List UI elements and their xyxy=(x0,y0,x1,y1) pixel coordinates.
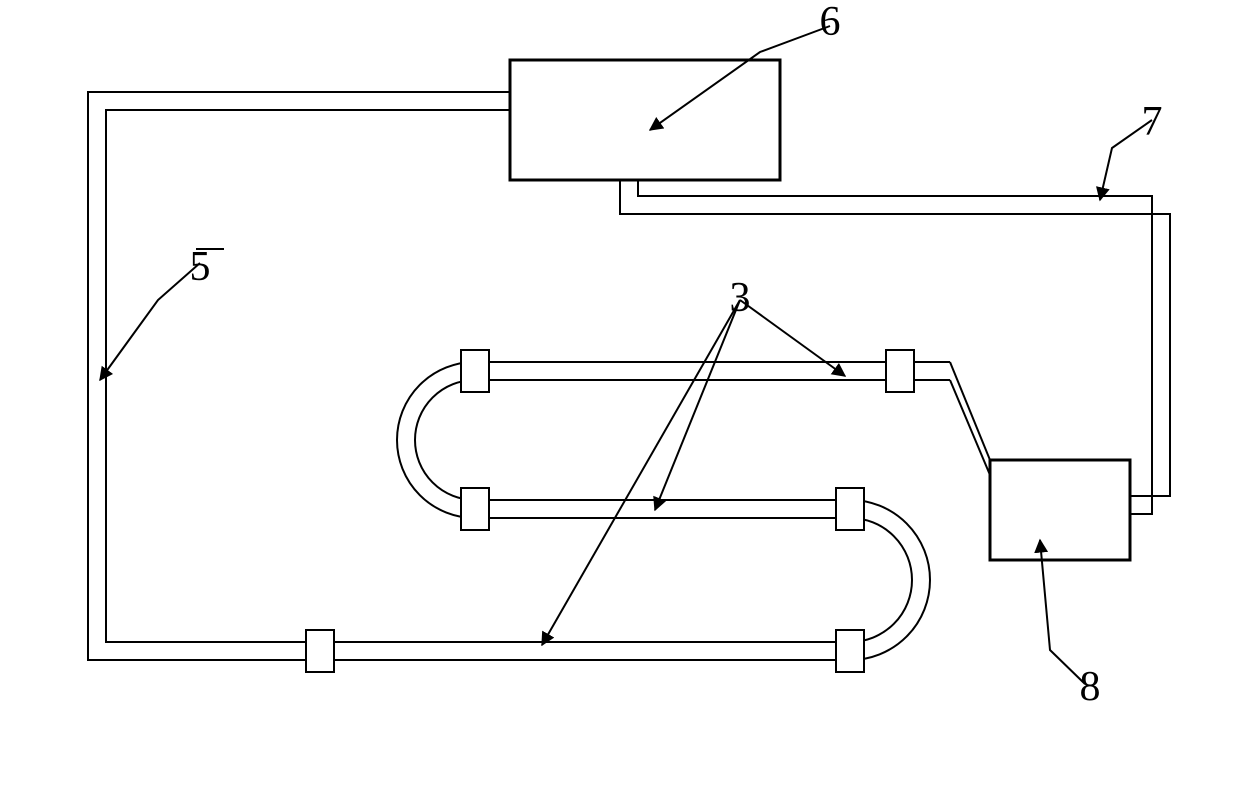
connector-2 xyxy=(461,488,489,530)
connector-0 xyxy=(306,630,334,672)
label-5: 5 xyxy=(190,244,211,290)
connector-1 xyxy=(836,630,864,672)
connector-4 xyxy=(461,350,489,392)
canvas-background xyxy=(0,0,1240,812)
connector-5 xyxy=(886,350,914,392)
label-6: 6 xyxy=(820,0,841,45)
connector-3 xyxy=(836,488,864,530)
label-7: 7 xyxy=(1142,99,1163,145)
label-8: 8 xyxy=(1080,664,1101,710)
label-3: 3 xyxy=(730,275,751,321)
